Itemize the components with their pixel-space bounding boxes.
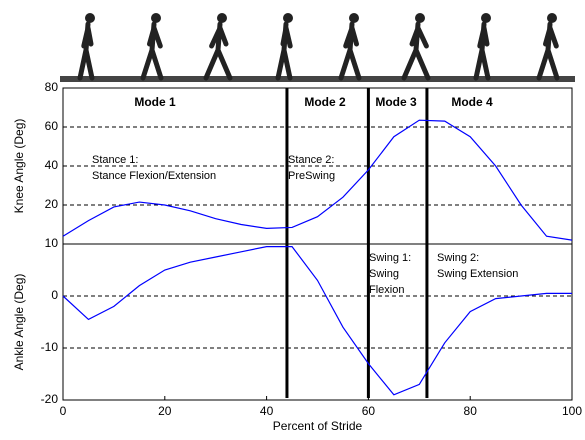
x-tick-label: 20 — [158, 404, 172, 418]
figure-body — [278, 24, 290, 78]
annotation: Flexion — [369, 284, 404, 296]
figure-body — [476, 24, 488, 78]
annotation: Stance 2: — [288, 154, 334, 166]
walking-figures — [60, 13, 575, 82]
figure-head — [349, 13, 359, 23]
x-axis-label: Percent of Stride — [273, 419, 363, 433]
annotation: Swing 2: — [437, 252, 479, 264]
y-axis-label: Knee Angle (Deg) — [12, 119, 26, 214]
annotation: Swing Extension — [437, 268, 518, 280]
figure-head — [151, 13, 161, 23]
x-tick-label: 60 — [362, 404, 376, 418]
annotation: Swing 1: — [369, 252, 411, 264]
y-axis-label: Ankle Angle (Deg) — [12, 274, 26, 371]
y-tick-label: 40 — [45, 158, 59, 172]
x-tick-label: 100 — [562, 404, 582, 418]
annotation: Swing — [369, 268, 399, 280]
y-tick-label: 0 — [51, 288, 58, 302]
y-tick-label: -10 — [41, 340, 59, 354]
annotation: Stance Flexion/Extension — [92, 170, 216, 182]
figure-head — [85, 13, 95, 23]
x-tick-label: 0 — [60, 404, 67, 418]
figure-body — [404, 24, 428, 78]
figure-body — [80, 24, 92, 78]
figure-head — [217, 13, 227, 23]
annotation: Mode 2 — [304, 95, 346, 109]
figure-body — [341, 24, 359, 78]
annotation: Mode 3 — [375, 95, 417, 109]
figure-head — [547, 13, 557, 23]
figure-head — [415, 13, 425, 23]
figure-body — [539, 24, 557, 78]
figure-body — [143, 24, 161, 78]
figure-body — [206, 24, 230, 78]
annotation: PreSwing — [288, 170, 335, 182]
annotation: Stance 1: — [92, 154, 138, 166]
y-tick-label: -20 — [41, 392, 59, 406]
y-tick-label: 20 — [45, 197, 59, 211]
x-tick-label: 40 — [260, 404, 274, 418]
figure-strip — [60, 76, 575, 82]
figure-head — [481, 13, 491, 23]
y-tick-label: 80 — [45, 80, 59, 94]
annotation: Mode 4 — [451, 95, 493, 109]
annotation: Mode 1 — [134, 95, 176, 109]
y-tick-label: 60 — [45, 119, 59, 133]
chart: 20 40 60 80 Knee Angle (Deg) Mode 1 Mode 2 Mode… — [0, 0, 585, 440]
y-tick-label: 10 — [45, 236, 59, 250]
figure-head — [283, 13, 293, 23]
x-tick-label: 80 — [464, 404, 478, 418]
